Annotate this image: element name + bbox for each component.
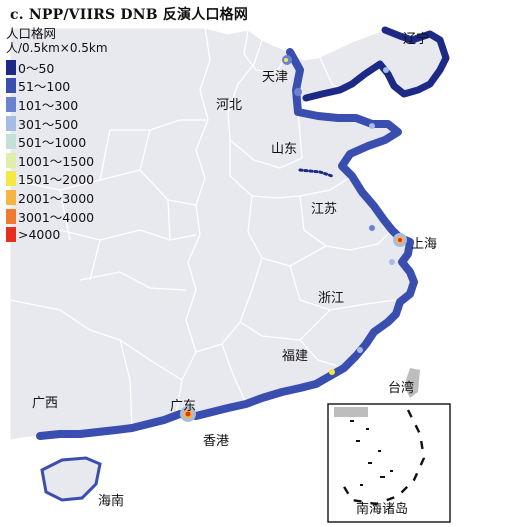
place-label-tianjin: 天津: [262, 70, 289, 85]
place-label-guangxi: 广西: [32, 396, 59, 411]
legend-label: >4000: [18, 227, 61, 243]
hainan-island: [40, 456, 102, 502]
legend-item: 1001～1500: [6, 151, 166, 170]
legend-item: 0～50: [6, 58, 166, 77]
legend-item: 3001～4000: [6, 207, 166, 226]
map-title: c. NPP/VIIRS DNB 反演人口格网: [10, 7, 249, 23]
legend-swatch: [6, 171, 16, 187]
legend-label: 51～100: [18, 79, 71, 95]
legend-title: 人口格网: [6, 26, 57, 41]
inset-frame: [327, 403, 451, 523]
legend-unit: 人/0.5km×0.5km: [6, 41, 108, 55]
legend-swatch: [6, 152, 16, 168]
place-label-jiangsu: 江苏: [311, 202, 338, 217]
legend-label: 301～500: [18, 116, 79, 132]
place-label-zhejiang: 浙江: [318, 291, 345, 306]
hotspot-tianjin: [294, 88, 302, 96]
inset-islands: [350, 420, 393, 486]
place-label-hainan: 海南: [98, 494, 125, 509]
legend-item: 2001～3000: [6, 188, 166, 207]
hotspot-xiamen: [329, 369, 335, 375]
place-label-hongkong: 香港: [203, 434, 230, 449]
legend-swatch: [6, 115, 16, 131]
hotspot-shanghai-core: [398, 238, 402, 242]
legend-label: 1501～2000: [18, 172, 95, 188]
place-label-shanghai: 上海: [411, 237, 438, 252]
hotspot-fuzhou: [357, 347, 363, 353]
hotspot-nanjing: [369, 225, 375, 231]
legend-label: 0～50: [18, 60, 55, 76]
legend-swatch: [6, 227, 16, 243]
legend: 人口格网 人/0.5km×0.5km 0～50 51～100 101～300 301～…: [6, 26, 166, 244]
legend-swatch: [6, 78, 16, 94]
legend-label: 3001～4000: [18, 209, 95, 225]
place-label-liaoning: 辽宁: [403, 32, 430, 47]
legend-item: 1501～2000: [6, 170, 166, 189]
inset-taiwan-shade: [334, 407, 368, 417]
taiwan-island: [404, 368, 420, 398]
hotspot-guangzhou-core: [185, 411, 191, 417]
legend-swatch: [6, 134, 16, 150]
urban-hotspots: [180, 55, 407, 422]
legend-label: 2001～3000: [18, 190, 95, 206]
legend-item: 51～100: [6, 77, 166, 96]
hotspot-beijing-core: [284, 58, 288, 62]
legend-swatch: [6, 189, 16, 205]
place-label-hebei: 河北: [216, 98, 243, 113]
place-label-shandong: 山东: [271, 142, 298, 157]
south-sea-inset: [327, 403, 451, 523]
hotspot-dalian: [383, 67, 389, 73]
place-label-fujian: 福建: [282, 349, 309, 364]
legend-item: 101～300: [6, 95, 166, 114]
hotspot-hangzhou: [389, 259, 395, 265]
place-label-south-sea-islands: 南海诸岛: [356, 502, 409, 517]
nine-dash-line: [338, 409, 426, 506]
legend-label: 501～1000: [18, 135, 87, 151]
legend-item: 501～1000: [6, 132, 166, 151]
legend-swatch: [6, 96, 16, 112]
place-label-taiwan: 台湾: [388, 381, 415, 396]
legend-swatch: [6, 208, 16, 224]
legend-label: 101～300: [18, 97, 79, 113]
place-label-guangdong: 广东: [170, 399, 197, 414]
hotspot-qingdao: [369, 123, 375, 129]
legend-item: 301～500: [6, 114, 166, 133]
legend-swatch: [6, 59, 16, 75]
legend-label: 1001～1500: [18, 153, 95, 169]
legend-item: >4000: [6, 225, 166, 244]
legend-rows: 0～50 51～100 101～300 301～500 501～1000 1001～150…: [6, 58, 166, 244]
province-borders: [9, 27, 397, 429]
